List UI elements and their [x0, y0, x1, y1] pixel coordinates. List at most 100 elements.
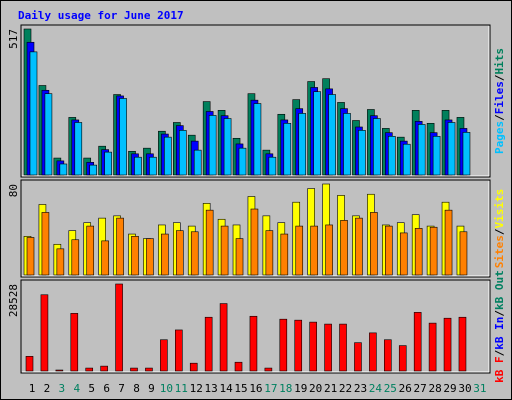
- bar: [55, 369, 64, 372]
- bar: [131, 236, 139, 276]
- bar: [235, 238, 244, 276]
- bar: [134, 156, 142, 176]
- x-tick-label: 7: [118, 382, 125, 395]
- x-tick-label: 17: [264, 382, 277, 395]
- legend: Sites/Visits: [493, 189, 506, 269]
- bar: [417, 124, 426, 176]
- bar: [179, 130, 187, 176]
- x-tick-label: 24: [369, 382, 383, 395]
- x-tick-label: 31: [473, 382, 486, 395]
- y-tick-label: 80: [7, 184, 20, 197]
- bar: [370, 212, 378, 276]
- x-tick-label: 12: [190, 382, 203, 395]
- bar: [25, 356, 34, 372]
- bar: [402, 143, 411, 176]
- bar: [149, 156, 157, 176]
- bar: [130, 367, 138, 372]
- bar: [355, 217, 363, 276]
- bar: [429, 226, 438, 276]
- x-tick-label: 8: [133, 382, 140, 395]
- bar: [193, 149, 202, 176]
- bar: [324, 323, 332, 372]
- legend-separator: /: [493, 349, 506, 356]
- x-tick-label: 9: [148, 382, 155, 395]
- bar: [204, 316, 213, 372]
- x-tick-label: 26: [399, 382, 412, 395]
- x-tick-label: 28: [428, 382, 441, 395]
- bar: [41, 212, 50, 276]
- legend-entry: Hits: [493, 48, 506, 75]
- bar: [388, 136, 396, 176]
- x-tick-label: 10: [160, 382, 173, 395]
- x-tick-label: 3: [59, 382, 66, 395]
- x-tick-label: 15: [234, 382, 247, 395]
- bar: [298, 113, 307, 176]
- x-tick-label: 16: [249, 382, 262, 395]
- bar: [385, 225, 393, 276]
- x-tick-label: 11: [175, 382, 188, 395]
- legend-entry: kB Out: [493, 270, 506, 310]
- bar: [220, 225, 229, 276]
- bar: [283, 123, 292, 176]
- bar: [116, 217, 124, 276]
- bar: [369, 332, 377, 372]
- x-tick-label: 29: [443, 382, 456, 395]
- bar: [146, 238, 154, 276]
- y-tick-label: 517: [7, 29, 20, 49]
- bar: [294, 319, 303, 372]
- bar: [328, 94, 336, 176]
- legend-entry: kB F: [493, 356, 506, 383]
- legend-separator: /: [493, 310, 506, 317]
- bar: [115, 283, 123, 372]
- bar: [190, 231, 199, 276]
- bar: [462, 132, 471, 176]
- bar: [459, 231, 468, 276]
- bar: [458, 316, 467, 372]
- bar: [279, 318, 288, 372]
- legend-separator: /: [493, 228, 506, 235]
- bar: [280, 233, 289, 276]
- bar: [160, 339, 168, 372]
- bar: [189, 362, 198, 372]
- bar: [29, 51, 38, 176]
- bar: [373, 118, 381, 176]
- x-tick-label: 25: [384, 382, 397, 395]
- bar: [208, 115, 217, 176]
- bar: [59, 163, 68, 176]
- x-tick-label: 27: [414, 382, 427, 395]
- bar: [265, 230, 274, 276]
- bar: [40, 294, 49, 372]
- x-tick-label: 4: [73, 382, 80, 395]
- bar: [26, 237, 35, 276]
- bar: [358, 130, 366, 176]
- x-tick-label: 2: [44, 382, 51, 395]
- x-tick-label: 23: [354, 382, 367, 395]
- bar: [340, 220, 348, 276]
- bar: [249, 315, 258, 372]
- bar: [145, 367, 153, 372]
- bar: [86, 225, 95, 276]
- bar: [234, 361, 243, 372]
- bar: [44, 93, 53, 176]
- x-tick-label: 14: [219, 382, 233, 395]
- bar: [310, 225, 318, 276]
- bar: [313, 91, 321, 176]
- bar: [253, 103, 262, 176]
- bar: [104, 151, 112, 176]
- bar: [89, 164, 98, 176]
- bar: [71, 239, 80, 276]
- legend: Pages/Files/Hits: [493, 48, 506, 154]
- bar: [295, 225, 304, 276]
- bar: [428, 322, 437, 372]
- bar: [432, 136, 441, 176]
- bar: [74, 122, 83, 176]
- bar: [85, 367, 94, 372]
- bar: [268, 156, 277, 176]
- bar: [119, 98, 127, 176]
- bar: [443, 317, 452, 372]
- bar: [205, 209, 214, 276]
- bar: [414, 228, 423, 276]
- bar: [164, 136, 172, 176]
